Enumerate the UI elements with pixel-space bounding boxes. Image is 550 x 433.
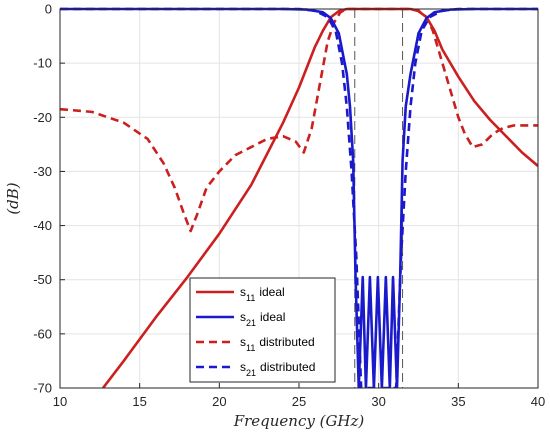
x-tick-label: 10 [53,394,67,409]
y-tick-label: -70 [33,381,52,396]
y-tick-label: -10 [33,56,52,71]
x-tick-label: 35 [451,394,465,409]
legend-entry: s21 distributed [240,360,315,378]
x-tick-label: 25 [292,394,306,409]
legend-label: ideal [259,285,284,299]
ticks: 10 15 20 25 30 35 40 0 -10 -20 -30 -40 -50 -60 -70 [33,2,545,410]
legend-label: distributed [259,335,314,349]
legend-subscript: 11 [246,293,255,303]
legend-subscript: 21 [246,368,256,378]
y-tick-label: -60 [33,326,52,341]
y-tick-label: -50 [33,272,52,287]
legend-symbol: s [240,310,246,324]
series-line-s11-distributed [60,7,538,233]
x-axis-label: Frequency (GHz) [233,412,365,430]
legend-entry: s11 ideal [240,285,285,303]
y-tick-label: -20 [33,110,52,125]
legend-subscript: 11 [246,343,255,353]
legend-symbol: s [240,285,246,299]
legend-label: distributed [260,360,315,374]
legend-entry: s21 ideal [240,310,285,328]
y-tick-label: -30 [33,164,52,179]
y-tick-label: 0 [45,2,52,17]
legend-label: ideal [260,310,285,324]
x-tick-label: 30 [371,394,385,409]
y-tick-label: -40 [33,218,52,233]
legend-box [189,277,336,383]
legend-symbol: s [240,360,246,374]
y-axis-label: (dB) [4,182,22,214]
legend-entry: s11 distributed [240,335,315,353]
legend-symbol: s [240,335,246,349]
x-tick-label: 40 [531,394,545,409]
x-tick-label: 20 [212,394,226,409]
series-line-s21-ideal [60,7,538,388]
legend-subscript: 21 [246,318,256,328]
x-tick-label: 15 [132,394,146,409]
